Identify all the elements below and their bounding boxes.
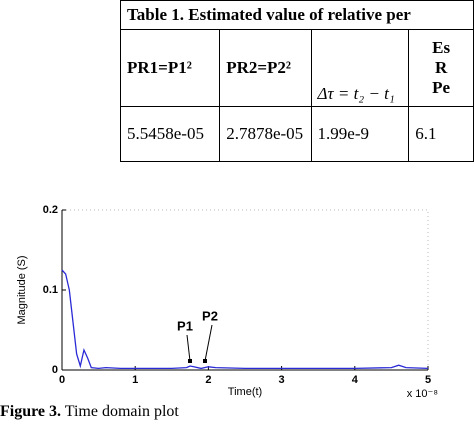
header-cell: Δτ = t₂ − t₁ <box>310 29 410 107</box>
y-tick-label: 0.2 <box>43 204 58 216</box>
cell: 1.99e-9 <box>310 106 410 162</box>
annotation-arrow <box>204 324 213 362</box>
header-line: R <box>434 58 448 77</box>
annotation-marker <box>203 359 207 363</box>
y-tick-label: 0.1 <box>43 284 58 296</box>
x-tick-label: 0 <box>59 374 65 386</box>
table: Table 1. Estimated value of relative per… <box>119 0 474 162</box>
cell: 5.5458e-05 <box>119 106 221 162</box>
table-title: Table 1. Estimated value of relative per <box>120 0 474 30</box>
x-multiplier: x 10⁻⁸ <box>407 388 438 400</box>
y-tick-label: 0 <box>52 364 58 376</box>
header-line: Es <box>432 38 451 57</box>
x-tick-label: 2 <box>205 374 211 386</box>
annotation-arrow <box>186 334 191 362</box>
plot-frame <box>61 209 429 371</box>
cell: 2.7878e-05 <box>219 106 312 162</box>
x-tick-label: 3 <box>279 374 285 386</box>
x-tick-label: 1 <box>132 374 138 386</box>
annotation-marker <box>188 359 192 363</box>
x-axis-label: Time(t) <box>228 386 262 398</box>
annotation: P1 <box>177 318 193 333</box>
header-line: Pe <box>432 78 451 97</box>
caption-label: Figure 3. <box>0 403 62 420</box>
line <box>61 269 429 370</box>
y-axis-label: Magnitude (S) <box>16 255 28 324</box>
caption-text: Time domain plot <box>64 403 179 420</box>
x-tick-label: 4 <box>352 374 359 386</box>
x-tick-label: 5 <box>425 374 431 386</box>
header-cell: PR1=P1² <box>119 29 221 107</box>
chart: 0 0.1 0.2 0 1 2 3 4 5 Magnitude (S) Time(t) x 10⁻⁸ P… <box>16 204 438 400</box>
header-cell: PR2=P2² <box>219 29 312 107</box>
annotation: P2 <box>202 308 218 323</box>
header-cell: Es R Pe <box>408 29 474 107</box>
caption: Figure 3. Time domain plot <box>0 403 179 421</box>
cell: 6.1 <box>408 106 474 162</box>
